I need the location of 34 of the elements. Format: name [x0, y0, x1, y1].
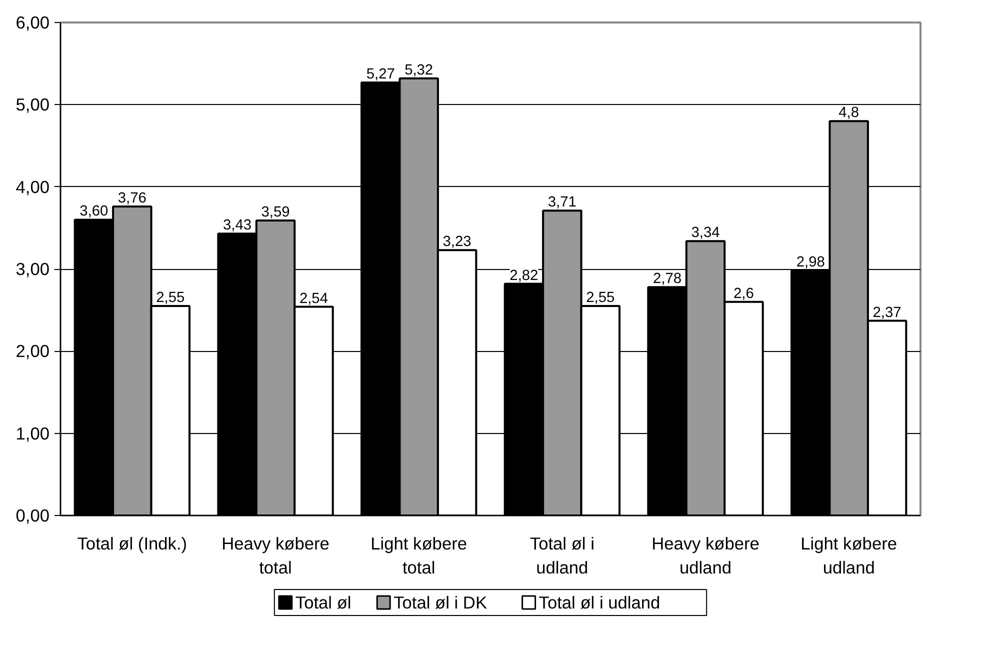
data-label: 5,32: [404, 62, 434, 78]
data-label: 2,54: [299, 290, 328, 307]
legend-label: Total øl: [295, 592, 352, 612]
y-tick-label: 5,00: [16, 94, 50, 115]
y-tick-label: 4,00: [16, 176, 50, 197]
data-label: 3,34: [691, 225, 720, 242]
data-label: 2,6: [734, 286, 754, 302]
legend-label: Total øl i DK: [394, 592, 488, 612]
data-label: 3,59: [261, 204, 290, 221]
legend-label: Total øl i udland: [538, 592, 660, 612]
x-tick-label: Light købere total: [370, 534, 467, 578]
data-label: 3,71: [548, 194, 576, 211]
data-label: 4,8: [838, 105, 860, 122]
data-label: 5,27: [366, 66, 395, 82]
data-label: 2,55: [156, 290, 185, 306]
data-label: 2,78: [653, 271, 682, 288]
y-tick-label: 3,00: [16, 259, 50, 279]
data-label: 3,23: [442, 234, 472, 250]
data-label: 2,37: [872, 304, 902, 321]
data-label: 2,98: [796, 254, 825, 271]
y-tick-label: 0,00: [16, 506, 50, 526]
x-tick-label: Total øl (Indk.): [77, 534, 188, 554]
data-label: 3,76: [118, 190, 146, 207]
data-label: 3,60: [80, 204, 108, 220]
data-label: 3,43: [223, 218, 252, 234]
x-tick-label: Light købere udland: [800, 534, 897, 578]
x-tick-label: Heavy købere total: [222, 534, 330, 578]
x-tick-label: Total øl i udland: [530, 534, 594, 578]
y-tick-label: 1,00: [16, 423, 50, 444]
data-label: 2,55: [586, 290, 615, 306]
y-tick-label: 2,00: [16, 341, 50, 362]
x-tick-label: Heavy købere udland: [652, 534, 760, 578]
data-label: 2,82: [510, 268, 538, 284]
y-tick-label: 6,00: [16, 12, 50, 32]
